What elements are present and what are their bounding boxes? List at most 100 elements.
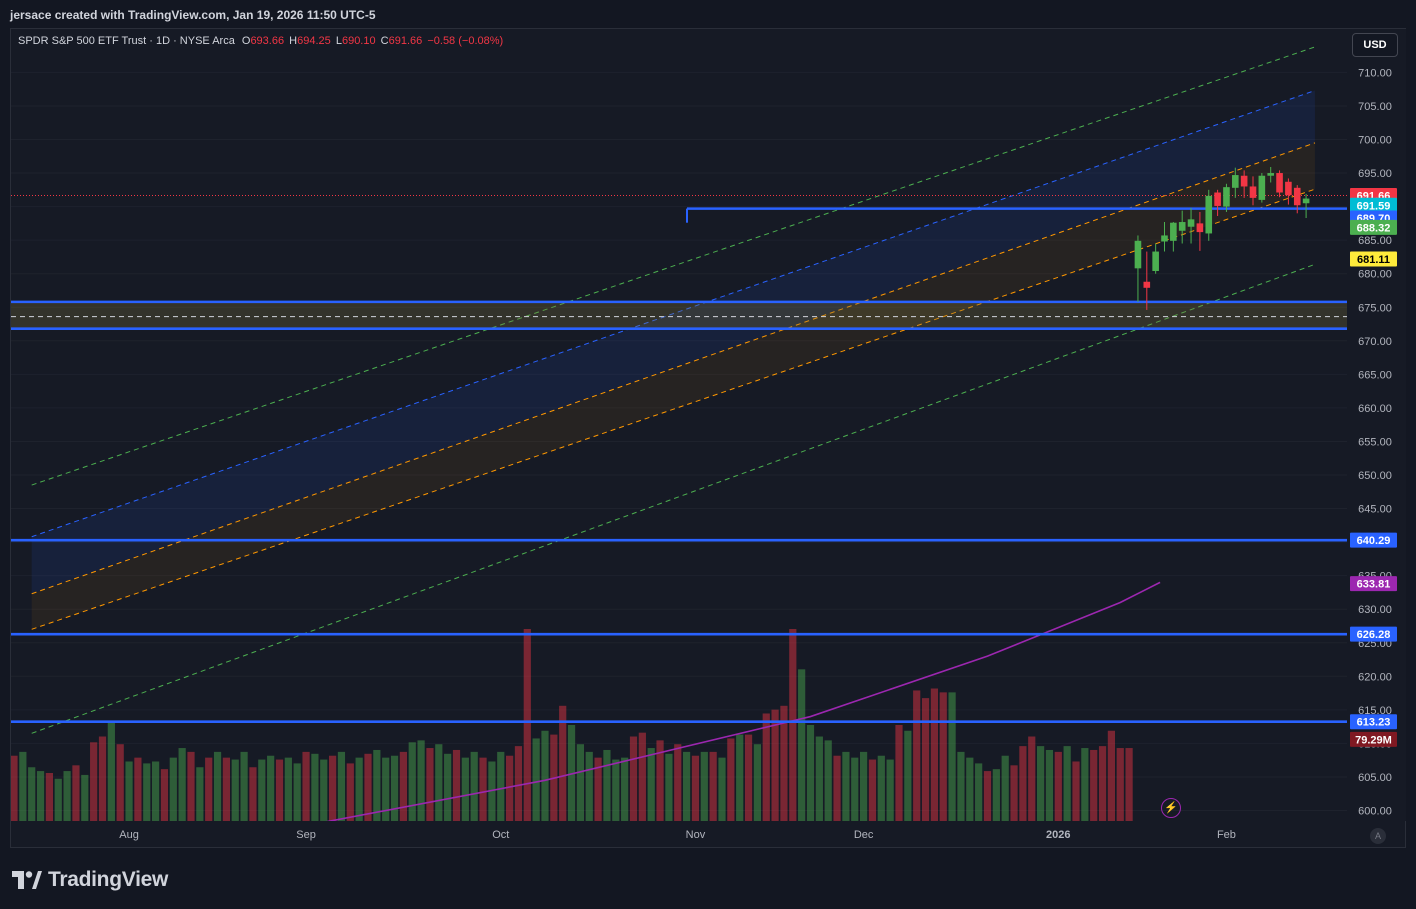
symbol-legend[interactable]: SPDR S&P 500 ETF Trust · 1D · NYSE Arca … (18, 35, 503, 47)
price-tick-label: 675.00 (1358, 302, 1392, 314)
volume-bar (567, 725, 576, 821)
volume-bar (815, 736, 823, 821)
volume-bar (798, 669, 806, 821)
volume-bar (36, 771, 45, 821)
volume-bar (329, 755, 337, 821)
tradingview-logo[interactable]: TradingView (12, 868, 168, 892)
auto-scale-icon[interactable]: A (1370, 828, 1386, 844)
volume-bar (90, 742, 98, 821)
volume-bar (948, 692, 956, 821)
volume-bar (638, 732, 646, 821)
high-value: 694.25 (297, 35, 331, 47)
volume-bar (337, 751, 346, 821)
price-label-bg (1350, 714, 1397, 730)
price-tick-label: 700.00 (1358, 135, 1392, 147)
volume-bar (983, 771, 992, 821)
price-label-bg (1350, 251, 1397, 267)
volume-bar (514, 746, 523, 821)
volume-bar (629, 736, 638, 821)
volume-bar (700, 751, 708, 821)
volume-bar (284, 757, 292, 821)
volume-bar (169, 757, 177, 821)
price-tick-label: 655.00 (1358, 436, 1392, 448)
volume-bar (709, 751, 717, 821)
volume-bar (444, 753, 452, 821)
volume-bar (1063, 746, 1071, 821)
volume-bar (1037, 746, 1045, 821)
brand-name: TradingView (48, 868, 169, 891)
volume-bar (762, 713, 770, 821)
candle-body (1302, 198, 1310, 204)
candle-body (1178, 222, 1186, 231)
volume-bar (311, 753, 319, 821)
tradingview-logo-icon (12, 871, 42, 889)
volume-bar (603, 749, 611, 821)
price-label-bg (1350, 532, 1397, 548)
price-tick-label: 650.00 (1358, 470, 1392, 482)
channel-outer-upper-line (31, 46, 1316, 486)
volume-bar (355, 757, 363, 821)
price-tick-label: 695.00 (1358, 168, 1392, 180)
candle-body (1293, 187, 1301, 206)
volume-bar (523, 629, 531, 821)
volume-bar (647, 748, 655, 821)
volume-bar (559, 705, 567, 821)
high-label: H (289, 35, 298, 47)
price-label-text: 626.28 (1357, 629, 1391, 641)
volume-bar (930, 688, 938, 821)
lightning-icon[interactable]: ⚡ (1161, 798, 1181, 818)
open-label: O (241, 35, 251, 47)
time-tick-label: Feb (1217, 829, 1236, 841)
candle-body (1143, 281, 1151, 288)
candle-body (1196, 223, 1204, 233)
volume-bar (975, 763, 983, 821)
support-zone (11, 301, 1347, 329)
volume-bar (691, 755, 700, 821)
price-label-bg (1350, 626, 1397, 642)
time-axis[interactable]: Aug Sep Oct Nov Dec 2026 Feb (119, 829, 1236, 841)
volume-bar (1054, 751, 1062, 821)
volume-bar (585, 751, 593, 821)
volume-bar (479, 757, 487, 821)
volume-bar (576, 744, 584, 821)
candle-body (1276, 173, 1283, 193)
footer (0, 848, 1416, 909)
volume-bar (744, 734, 753, 821)
change-value: −0.58 (−0.08%) (427, 35, 504, 47)
symbol-name: SPDR S&P 500 ETF Trust · 1D · NYSE Arca (18, 35, 235, 47)
volume-bar (541, 730, 549, 821)
volume-bar (364, 753, 372, 821)
price-label-text: 79.29M (1355, 734, 1392, 746)
volume-bar (54, 778, 62, 821)
time-tick-label: Sep (296, 829, 316, 841)
price-tick-label: 600.00 (1358, 806, 1392, 818)
volume-bar (966, 757, 974, 821)
volume-bar (152, 761, 160, 821)
price-label-bg (1350, 197, 1397, 213)
volume-bar (1045, 749, 1054, 821)
time-tick-label: Oct (492, 829, 509, 841)
volume-bar (1081, 748, 1089, 821)
volume-bar (98, 736, 107, 821)
volume-bar (886, 759, 894, 821)
price-chart[interactable]: 710.00705.00700.00695.00690.00685.00680.… (0, 0, 1416, 848)
volume-bar (1116, 748, 1124, 821)
price-label-bg (1350, 576, 1397, 592)
volume-bar (1010, 765, 1018, 821)
volume-histogram (11, 629, 1133, 821)
volume-bar (532, 738, 540, 821)
volume-bar (205, 757, 213, 821)
volume-bar (293, 763, 301, 821)
currency-button[interactable]: USD (1352, 33, 1398, 57)
price-label-text: 640.29 (1357, 535, 1391, 547)
volume-bar (231, 759, 239, 821)
price-axis[interactable]: 710.00705.00700.00695.00690.00685.00680.… (1347, 29, 1406, 821)
price-tick-label: 680.00 (1358, 269, 1392, 281)
channel-upper-line (31, 90, 1316, 538)
volume-bar (851, 757, 859, 821)
volume-bar (488, 761, 496, 821)
volume-bar (382, 757, 390, 821)
volume-bar (824, 740, 832, 821)
price-label-bg (1350, 731, 1397, 747)
volume-bar (842, 751, 850, 821)
